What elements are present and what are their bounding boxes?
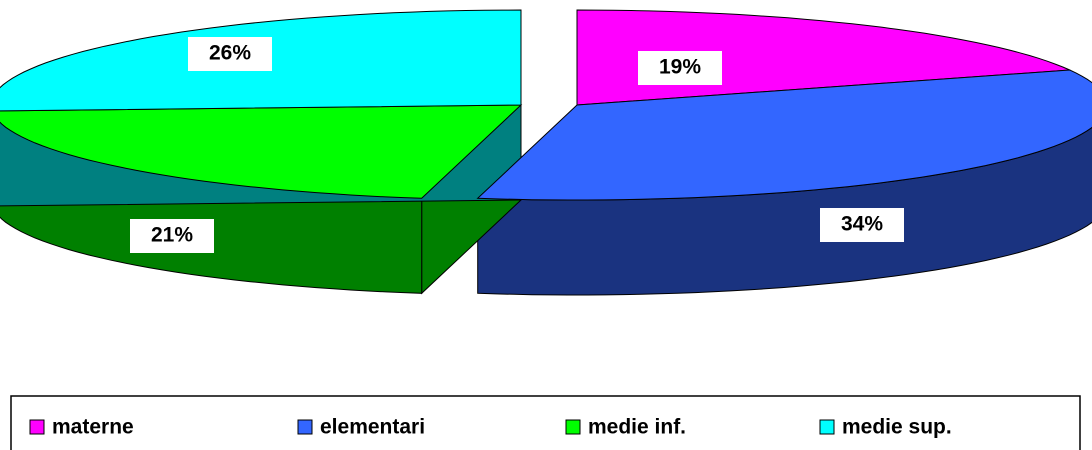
legend-label: medie inf. — [588, 416, 686, 439]
legend-swatch — [297, 419, 313, 435]
legend-swatch — [819, 419, 835, 435]
legend-label: elementari — [320, 416, 425, 439]
legend-label: materne — [52, 416, 134, 439]
legend-swatch — [29, 419, 45, 435]
label-box — [638, 51, 722, 85]
slice — [0, 104, 523, 199]
legend-swatch — [565, 419, 581, 435]
legend-box — [10, 395, 1081, 450]
data-label: 19% — [659, 56, 701, 79]
label-box — [820, 208, 904, 242]
slice — [476, 69, 1092, 201]
data-label: 21% — [151, 224, 193, 247]
legend-label: medie sup. — [842, 416, 952, 439]
data-label: 26% — [209, 42, 251, 65]
data-label: 34% — [841, 213, 883, 236]
label-box — [130, 219, 214, 253]
label-box — [188, 37, 272, 71]
